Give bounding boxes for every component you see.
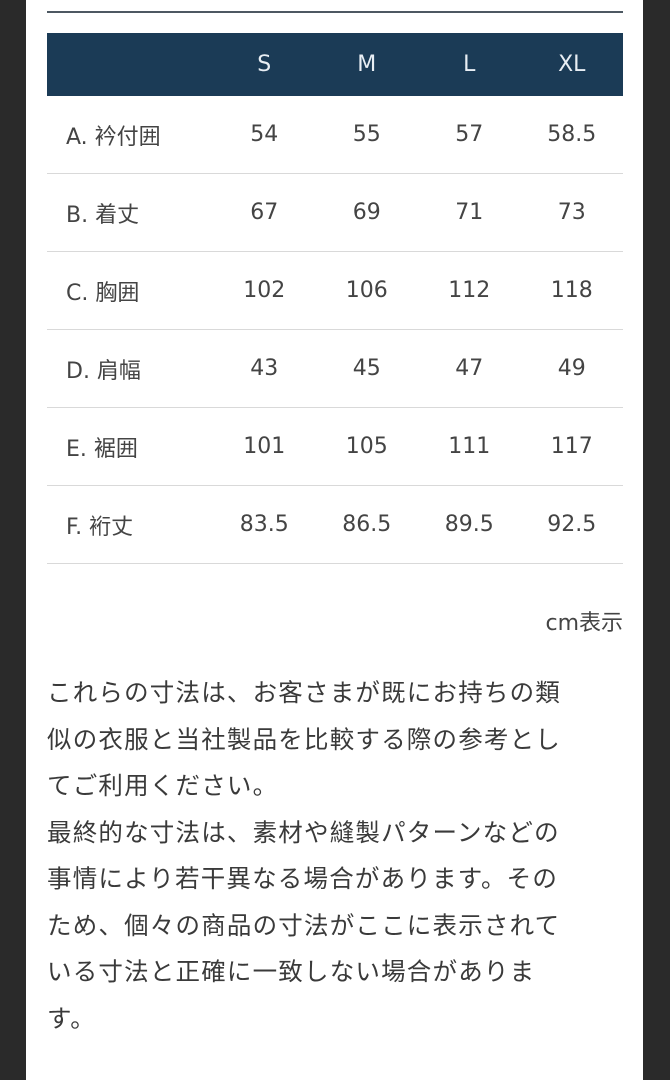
table-row: B. 着丈 67 69 71 73 (47, 174, 623, 252)
cell-value: 86.5 (342, 512, 392, 537)
cell-value: 55 (352, 122, 381, 147)
row-label: E. 裾囲 (66, 436, 138, 462)
size-chart-page: S M L XL A. 衿付囲 54 55 57 58.5 B. 着丈 67 69 71 73 C.… (26, 0, 643, 1080)
cell-value: 118 (550, 278, 593, 303)
note-line: てご利用ください。 (47, 771, 279, 800)
header-cell-s: S (257, 52, 272, 77)
cell-value: 43 (250, 356, 279, 381)
cell-value: 105 (345, 434, 388, 459)
cell-value: 92.5 (547, 512, 597, 537)
cell-value: 83.5 (239, 512, 289, 537)
note-line: 似の衣服と当社製品を比較する際の参考とし (47, 724, 561, 754)
size-note: これらの寸法は、お客さまが既にお持ちの類 似の衣服と当社製品を比較する際の参考とし… (47, 670, 637, 1042)
table-row: C. 胸囲 102 106 112 118 (47, 252, 623, 330)
row-label: C. 胸囲 (66, 280, 140, 306)
row-label: D. 肩幅 (66, 358, 141, 384)
cell-value: 47 (455, 356, 484, 381)
unit-label: cm表示 (545, 611, 623, 636)
cell-value: 54 (250, 122, 279, 147)
cell-value: 73 (557, 200, 586, 225)
note-line: 事情により若干異なる場合があります。その (47, 864, 559, 893)
table-row: E. 裾囲 101 105 111 117 (47, 408, 623, 486)
divider (47, 11, 623, 13)
cell-value: 71 (455, 200, 484, 225)
cell-value: 101 (243, 434, 286, 459)
cell-value: 102 (243, 278, 286, 303)
note-line: これらの寸法は、お客さまが既にお持ちの類 (47, 678, 561, 707)
cell-value: 57 (455, 122, 484, 147)
note-line: 最終的な寸法は、素材や縫製パターンなどの (47, 817, 560, 847)
cell-value: 69 (352, 200, 381, 225)
cell-value: 89.5 (444, 512, 494, 537)
size-table: S M L XL A. 衿付囲 54 55 57 58.5 B. 着丈 67 69 71 73 C.… (47, 33, 623, 564)
header-cell-m: M (357, 52, 377, 77)
cell-value: 49 (557, 356, 586, 381)
cell-value: 112 (448, 278, 491, 303)
row-label: B. 着丈 (66, 202, 140, 228)
cell-value: 117 (550, 434, 593, 459)
table-row: D. 肩幅 43 45 47 49 (47, 330, 623, 408)
note-line: いる寸法と正確に一致しない場合がありま (47, 957, 536, 986)
row-label: F. 裄丈 (66, 514, 134, 540)
cell-value: 45 (352, 356, 381, 381)
header-cell-xl: XL (558, 52, 586, 77)
note-line: す。 (47, 1003, 96, 1033)
note-line: ため、個々の商品の寸法がここに表示されて (47, 910, 561, 940)
table-row: F. 裄丈 83.5 86.5 89.5 92.5 (47, 486, 623, 564)
row-label: A. 衿付囲 (66, 124, 161, 150)
cell-value: 67 (250, 200, 279, 225)
table-row: A. 衿付囲 54 55 57 58.5 (47, 96, 623, 174)
header-cell-l: L (463, 52, 476, 77)
cell-value: 111 (448, 434, 491, 459)
cell-value: 58.5 (547, 122, 597, 147)
cell-value: 106 (345, 278, 388, 303)
table-header: S M L XL (47, 33, 623, 96)
